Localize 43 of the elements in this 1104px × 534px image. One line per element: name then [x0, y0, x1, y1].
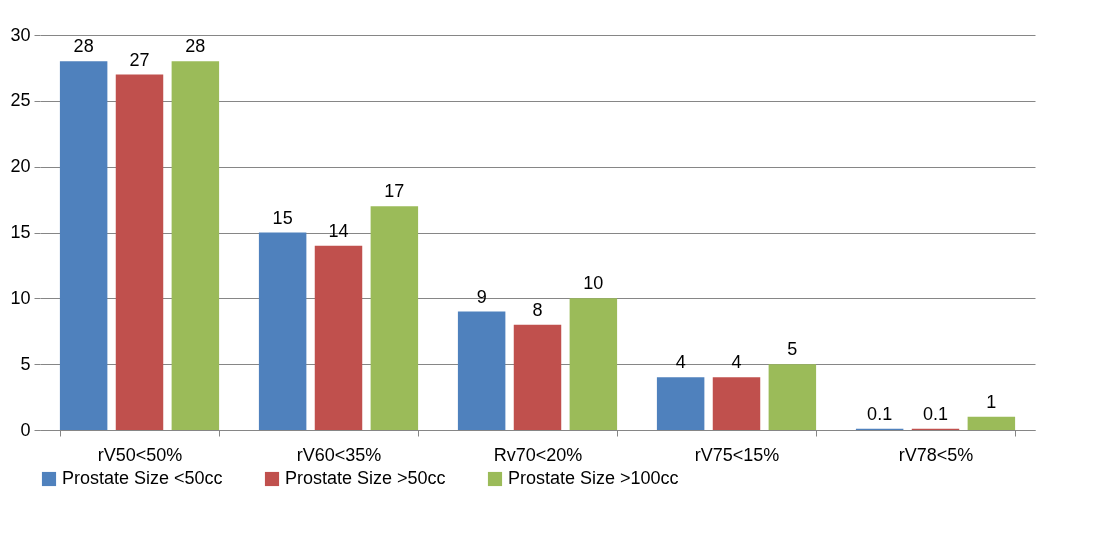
bar — [656, 377, 705, 430]
x-tick-label: rV50<50% — [97, 444, 183, 465]
data-label: 0.1 — [867, 403, 893, 424]
data-label: 4 — [675, 352, 686, 373]
legend-label: Prostate Size <50cc — [62, 468, 223, 488]
y-tick-label: 30 — [10, 24, 31, 45]
x-tick-label: rV78<5% — [898, 444, 974, 465]
data-label: 27 — [129, 49, 150, 70]
legend-label: Prostate Size >100cc — [508, 468, 679, 488]
y-tick-label: 15 — [10, 222, 31, 242]
x-tick-label: rV75<15% — [694, 444, 780, 465]
data-label: 5 — [787, 339, 798, 360]
data-label: 9 — [476, 286, 487, 307]
data-label: 17 — [384, 181, 405, 202]
data-label: 15 — [272, 207, 293, 228]
bar — [370, 206, 419, 430]
bar — [457, 311, 506, 430]
y-tick-label: 10 — [10, 287, 31, 308]
y-tick-label: 5 — [20, 353, 31, 374]
bar — [59, 61, 108, 430]
bar — [967, 416, 1016, 430]
data-label: 28 — [185, 36, 206, 57]
y-tick-label: 20 — [10, 156, 31, 177]
data-label: 10 — [583, 273, 604, 294]
data-label: 14 — [328, 220, 349, 241]
bar — [314, 245, 363, 430]
bar — [171, 61, 220, 430]
data-label: 28 — [73, 36, 94, 57]
bar — [712, 377, 761, 430]
bar — [569, 298, 618, 430]
bar — [768, 364, 817, 430]
x-tick-label: Rv70<20% — [493, 444, 583, 465]
y-tick-label: 25 — [10, 90, 31, 111]
data-label: 1 — [986, 391, 997, 412]
bar — [258, 232, 307, 430]
bar — [115, 74, 164, 430]
legend-label: Prostate Size >50cc — [285, 468, 446, 488]
data-label: 0.1 — [922, 403, 949, 424]
bar — [513, 324, 562, 430]
x-tick-label: rV60<35% — [296, 444, 382, 465]
y-tick-label: 0 — [20, 419, 31, 440]
data-label: 4 — [731, 352, 742, 373]
data-label: 8 — [532, 299, 543, 320]
